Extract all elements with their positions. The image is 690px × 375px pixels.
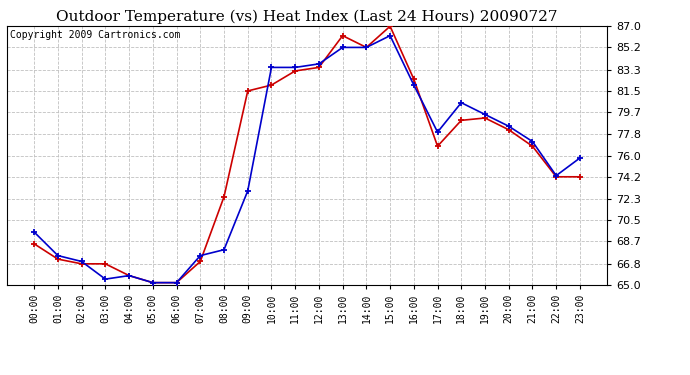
Text: Copyright 2009 Cartronics.com: Copyright 2009 Cartronics.com bbox=[10, 30, 180, 40]
Title: Outdoor Temperature (vs) Heat Index (Last 24 Hours) 20090727: Outdoor Temperature (vs) Heat Index (Las… bbox=[57, 9, 558, 24]
